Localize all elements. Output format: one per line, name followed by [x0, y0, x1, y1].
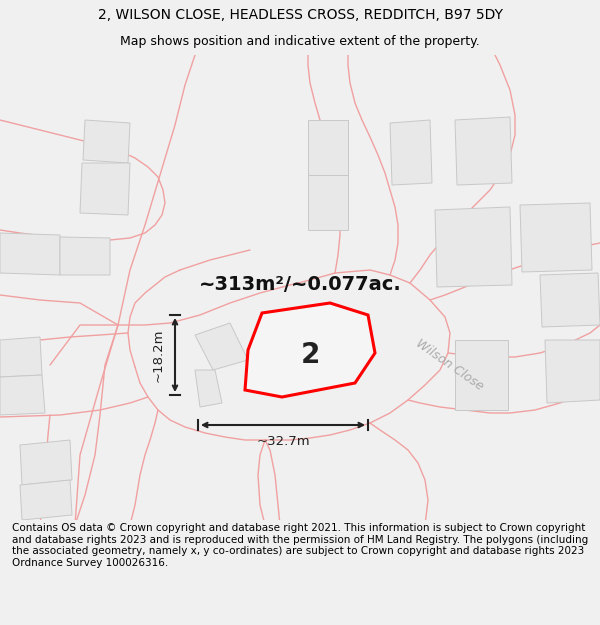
Text: Wilson Close: Wilson Close [414, 337, 486, 393]
Text: ~313m²/~0.077ac.: ~313m²/~0.077ac. [199, 276, 401, 294]
Polygon shape [390, 120, 432, 185]
Polygon shape [0, 337, 42, 377]
Polygon shape [60, 237, 110, 275]
Polygon shape [195, 323, 248, 370]
Text: Contains OS data © Crown copyright and database right 2021. This information is : Contains OS data © Crown copyright and d… [12, 523, 588, 568]
Polygon shape [20, 480, 72, 520]
Text: 2: 2 [301, 341, 320, 369]
Text: ~18.2m: ~18.2m [152, 328, 165, 382]
Polygon shape [455, 340, 508, 410]
Text: ~32.7m: ~32.7m [256, 435, 310, 448]
Polygon shape [308, 175, 348, 230]
Polygon shape [20, 440, 72, 485]
Polygon shape [83, 120, 130, 163]
Polygon shape [545, 340, 600, 403]
Polygon shape [520, 203, 592, 272]
Polygon shape [435, 207, 512, 287]
Polygon shape [455, 117, 512, 185]
Text: 2, WILSON CLOSE, HEADLESS CROSS, REDDITCH, B97 5DY: 2, WILSON CLOSE, HEADLESS CROSS, REDDITC… [97, 8, 503, 22]
Polygon shape [540, 273, 600, 327]
Polygon shape [308, 120, 348, 175]
Text: Map shows position and indicative extent of the property.: Map shows position and indicative extent… [120, 35, 480, 48]
Polygon shape [195, 370, 222, 407]
Polygon shape [80, 163, 130, 215]
Polygon shape [245, 303, 375, 397]
Polygon shape [0, 375, 45, 415]
Polygon shape [0, 233, 60, 275]
